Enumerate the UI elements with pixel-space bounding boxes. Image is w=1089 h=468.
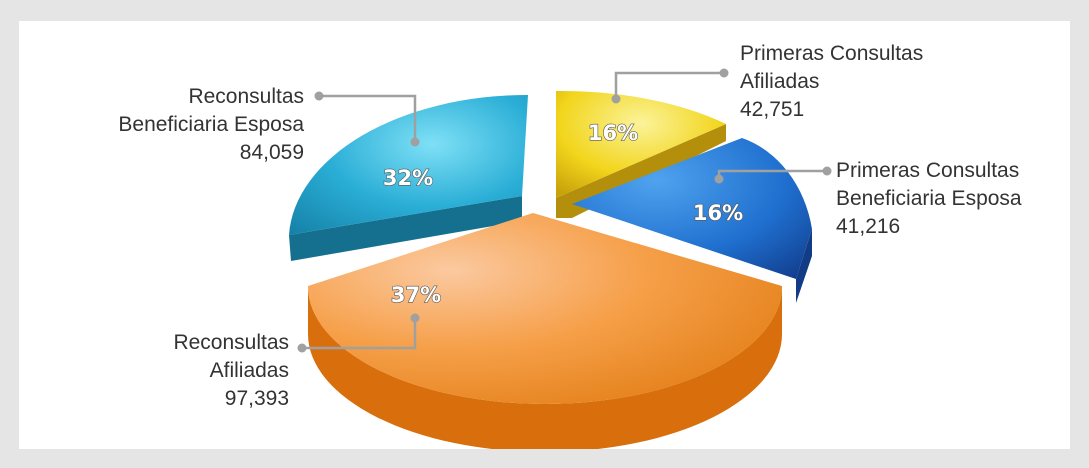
leader-dot-reconsultas-afiliadas xyxy=(410,313,420,323)
callout-name-line1: Reconsultas xyxy=(188,85,304,108)
percent-label-primeras-afiliadas: 16% xyxy=(588,121,638,145)
percent-label-reconsultas-esposa: 32% xyxy=(383,166,433,190)
leader-dot-primeras-esposa-end xyxy=(822,166,832,176)
callout-value: 42,751 xyxy=(740,98,805,121)
leader-dot-primeras-afiliadas-end xyxy=(719,68,729,78)
callout-name-line1: Primeras Consultas xyxy=(836,159,1020,182)
callout-reconsultas-esposa: Reconsultas Beneficiaria Esposa 84,059 xyxy=(118,83,304,167)
slice-side-reconsultas-esposa xyxy=(289,196,522,261)
leader-dot-reconsultas-afiliadas-end xyxy=(297,343,307,353)
callout-reconsultas-afiliadas: Reconsultas Afiliadas 97,393 xyxy=(173,329,289,413)
leader-dot-reconsultas-esposa xyxy=(410,137,420,147)
callout-value: 41,216 xyxy=(836,215,901,238)
slice-side-primeras-esposa xyxy=(796,229,812,303)
leader-line-reconsultas-esposa xyxy=(319,94,417,142)
callout-primeras-afiliadas: Primeras Consultas Afiliadas 42,751 xyxy=(740,40,923,124)
leader-line-primeras-afiliadas xyxy=(614,71,724,99)
callout-name-line2: Beneficiaria Esposa xyxy=(118,113,304,136)
slice-reconsultas-esposa xyxy=(289,94,528,235)
callout-primeras-esposa: Primeras Consultas Beneficiaria Esposa 4… xyxy=(836,157,1022,241)
leader-dot-reconsultas-esposa-end xyxy=(314,91,324,101)
leader-line-reconsultas-afiliadas xyxy=(302,318,417,350)
callout-name-line2: Beneficiaria Esposa xyxy=(836,187,1022,210)
percent-label-primeras-esposa: 16% xyxy=(693,201,743,225)
callout-value: 97,393 xyxy=(224,387,289,410)
slice-primeras-esposa xyxy=(572,138,812,279)
callout-value: 84,059 xyxy=(239,141,304,164)
slice-reconsultas-afiliadas xyxy=(308,213,782,404)
callout-name-line1: Primeras Consultas xyxy=(740,42,924,65)
slice-side-reconsultas-afiliadas xyxy=(308,286,782,449)
percent-label-reconsultas-afiliadas: 37% xyxy=(391,283,441,307)
callout-name-line1: Reconsultas xyxy=(173,331,289,354)
slice-primeras-afiliadas xyxy=(556,90,726,198)
leader-dot-primeras-afiliadas xyxy=(611,94,621,104)
pie-chart: 16% 16% 37% 32% xyxy=(289,68,832,449)
callout-name-line2: Afiliadas xyxy=(209,359,289,382)
chart-panel: 16% 16% 37% 32% Primeras Consultas Afili… xyxy=(19,21,1070,449)
callout-name-line2: Afiliadas xyxy=(740,70,820,93)
leader-dot-primeras-esposa xyxy=(714,174,724,184)
